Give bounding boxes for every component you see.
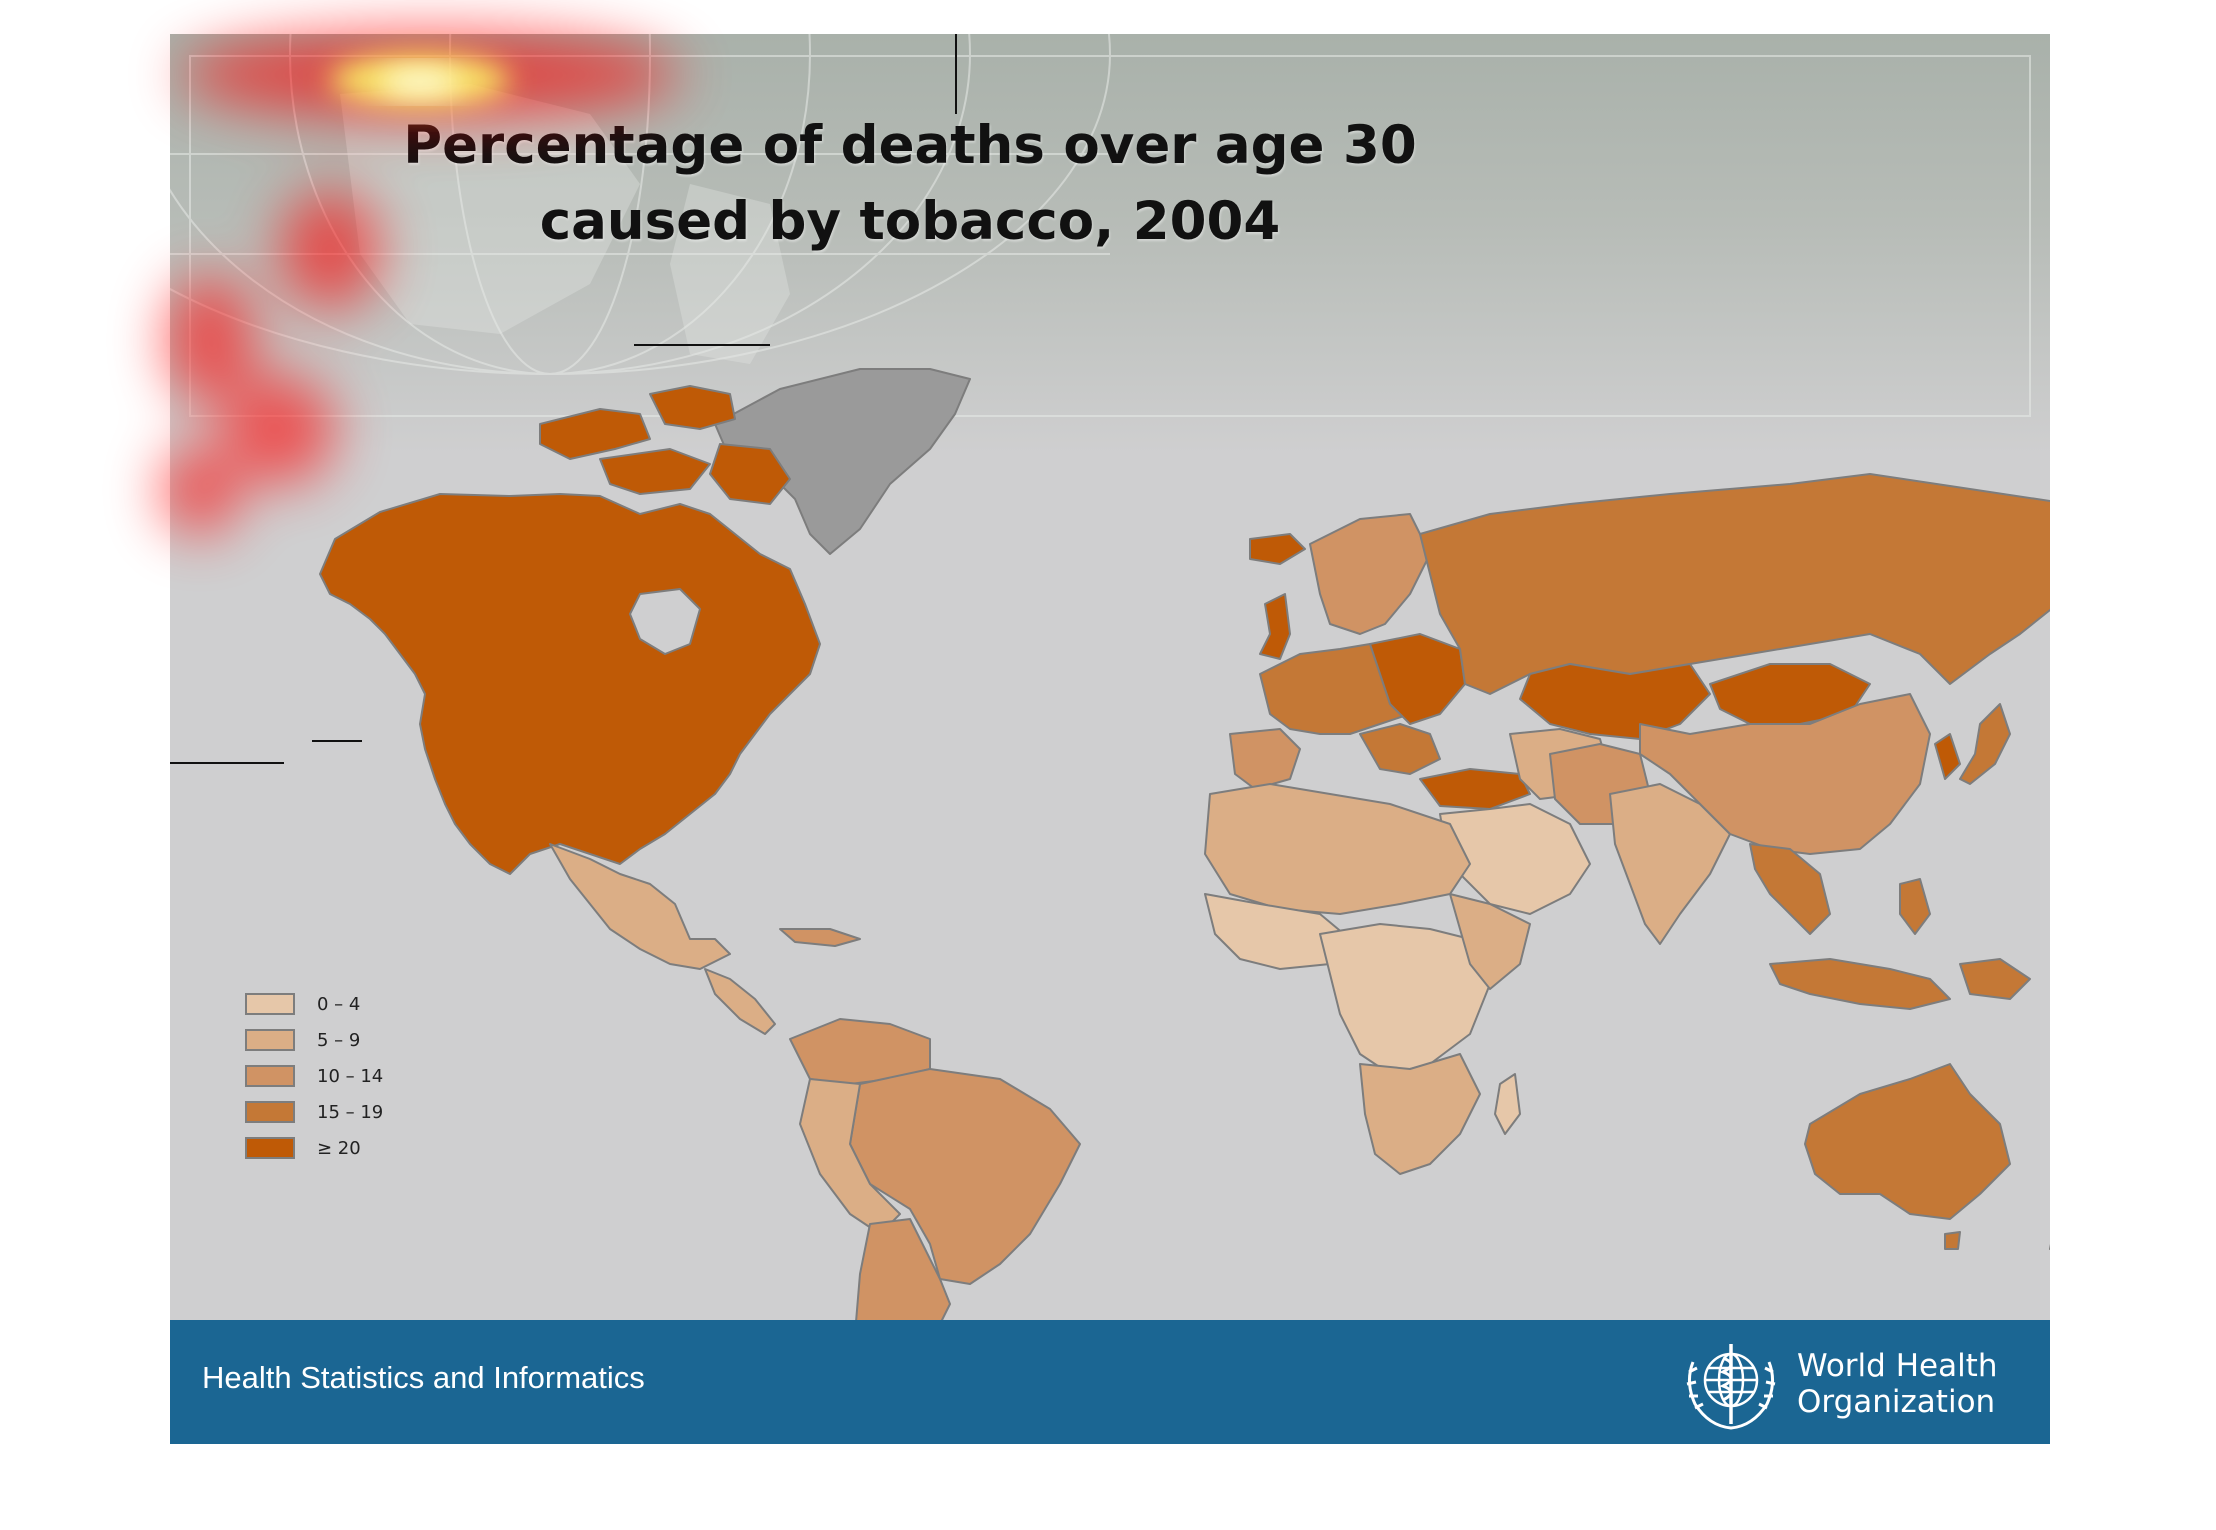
region-uk	[1259, 593, 1291, 660]
region-eastern-europe	[1369, 633, 1466, 725]
region-russia	[1419, 473, 2050, 695]
region-iberia	[1229, 728, 1301, 790]
region-australia	[1804, 1063, 2011, 1220]
leader-line	[634, 344, 770, 346]
footer-department-text: Health Statistics and Informatics	[202, 1360, 645, 1395]
region-hudson-bay	[629, 588, 701, 655]
globe-background	[170, 34, 2031, 417]
region-canada-arctic-2	[649, 385, 736, 430]
region-iceland	[1249, 533, 1306, 565]
slide-title: Percentage of deaths over age 30 caused …	[403, 115, 1417, 252]
legend-swatch	[245, 1065, 295, 1087]
legend-swatch	[245, 1137, 295, 1159]
legend-swatch	[245, 993, 295, 1015]
legend-item-0-4: 0 – 4	[245, 986, 383, 1022]
region-korea	[1934, 733, 1961, 780]
region-north-america	[319, 493, 821, 875]
who-organization-name: World Health Organization	[1797, 1348, 1998, 1420]
footer-bar: Health Statistics and Informatics World …	[170, 1320, 2050, 1444]
region-tasmania	[1944, 1231, 1961, 1250]
legend-swatch	[245, 1029, 295, 1051]
world-map	[319, 368, 2050, 1435]
leader-line	[312, 740, 362, 742]
region-balkans	[1359, 723, 1441, 775]
region-philippines	[1899, 878, 1931, 935]
legend-label: 5 – 9	[317, 1029, 361, 1051]
legend-swatch	[245, 1101, 295, 1123]
region-central-america	[704, 968, 776, 1035]
region-southeast-asia	[1749, 843, 1831, 935]
who-emblem-icon	[1686, 1344, 1776, 1430]
legend-item-15-19: 15 – 19	[245, 1094, 383, 1130]
region-east-africa	[1449, 893, 1531, 990]
who-name-line2: Organization	[1797, 1384, 1996, 1420]
region-north-africa	[1204, 783, 1471, 915]
region-papua	[1959, 958, 2031, 1000]
legend-label: ≥ 20	[317, 1137, 361, 1159]
slide: Percentage of deaths over age 30 caused …	[170, 34, 2050, 1444]
map-legend: 0 – 4 5 – 9 10 – 14 15 – 19 ≥ 20	[245, 986, 383, 1166]
legend-label: 10 – 14	[317, 1065, 384, 1087]
region-canada-arctic	[539, 408, 651, 460]
leader-line	[170, 762, 284, 764]
region-central-africa	[1319, 923, 1491, 1075]
region-kazakhstan	[1519, 663, 1711, 740]
region-canada-arctic-4	[709, 443, 791, 505]
region-china	[1639, 693, 1931, 855]
region-turkey	[1419, 768, 1531, 810]
legend-label: 0 – 4	[317, 993, 361, 1015]
region-indonesia	[1769, 958, 1951, 1010]
region-madagascar	[1494, 1073, 1521, 1135]
legend-item-5-9: 5 – 9	[245, 1022, 383, 1058]
region-southern-africa	[1359, 1053, 1481, 1175]
region-caribbean	[779, 928, 861, 947]
region-mexico	[549, 843, 731, 970]
legend-label: 15 – 19	[317, 1101, 384, 1123]
legend-item-10-14: 10 – 14	[245, 1058, 383, 1094]
who-name-line1: World Health	[1797, 1348, 1998, 1384]
region-brazil	[849, 1068, 1081, 1285]
region-scandinavia	[1309, 513, 1431, 635]
region-japan	[1959, 703, 2011, 785]
region-canada-arctic-3	[599, 448, 711, 495]
legend-item-20-plus: ≥ 20	[245, 1130, 383, 1166]
leader-line	[955, 34, 957, 114]
region-india	[1609, 783, 1731, 945]
